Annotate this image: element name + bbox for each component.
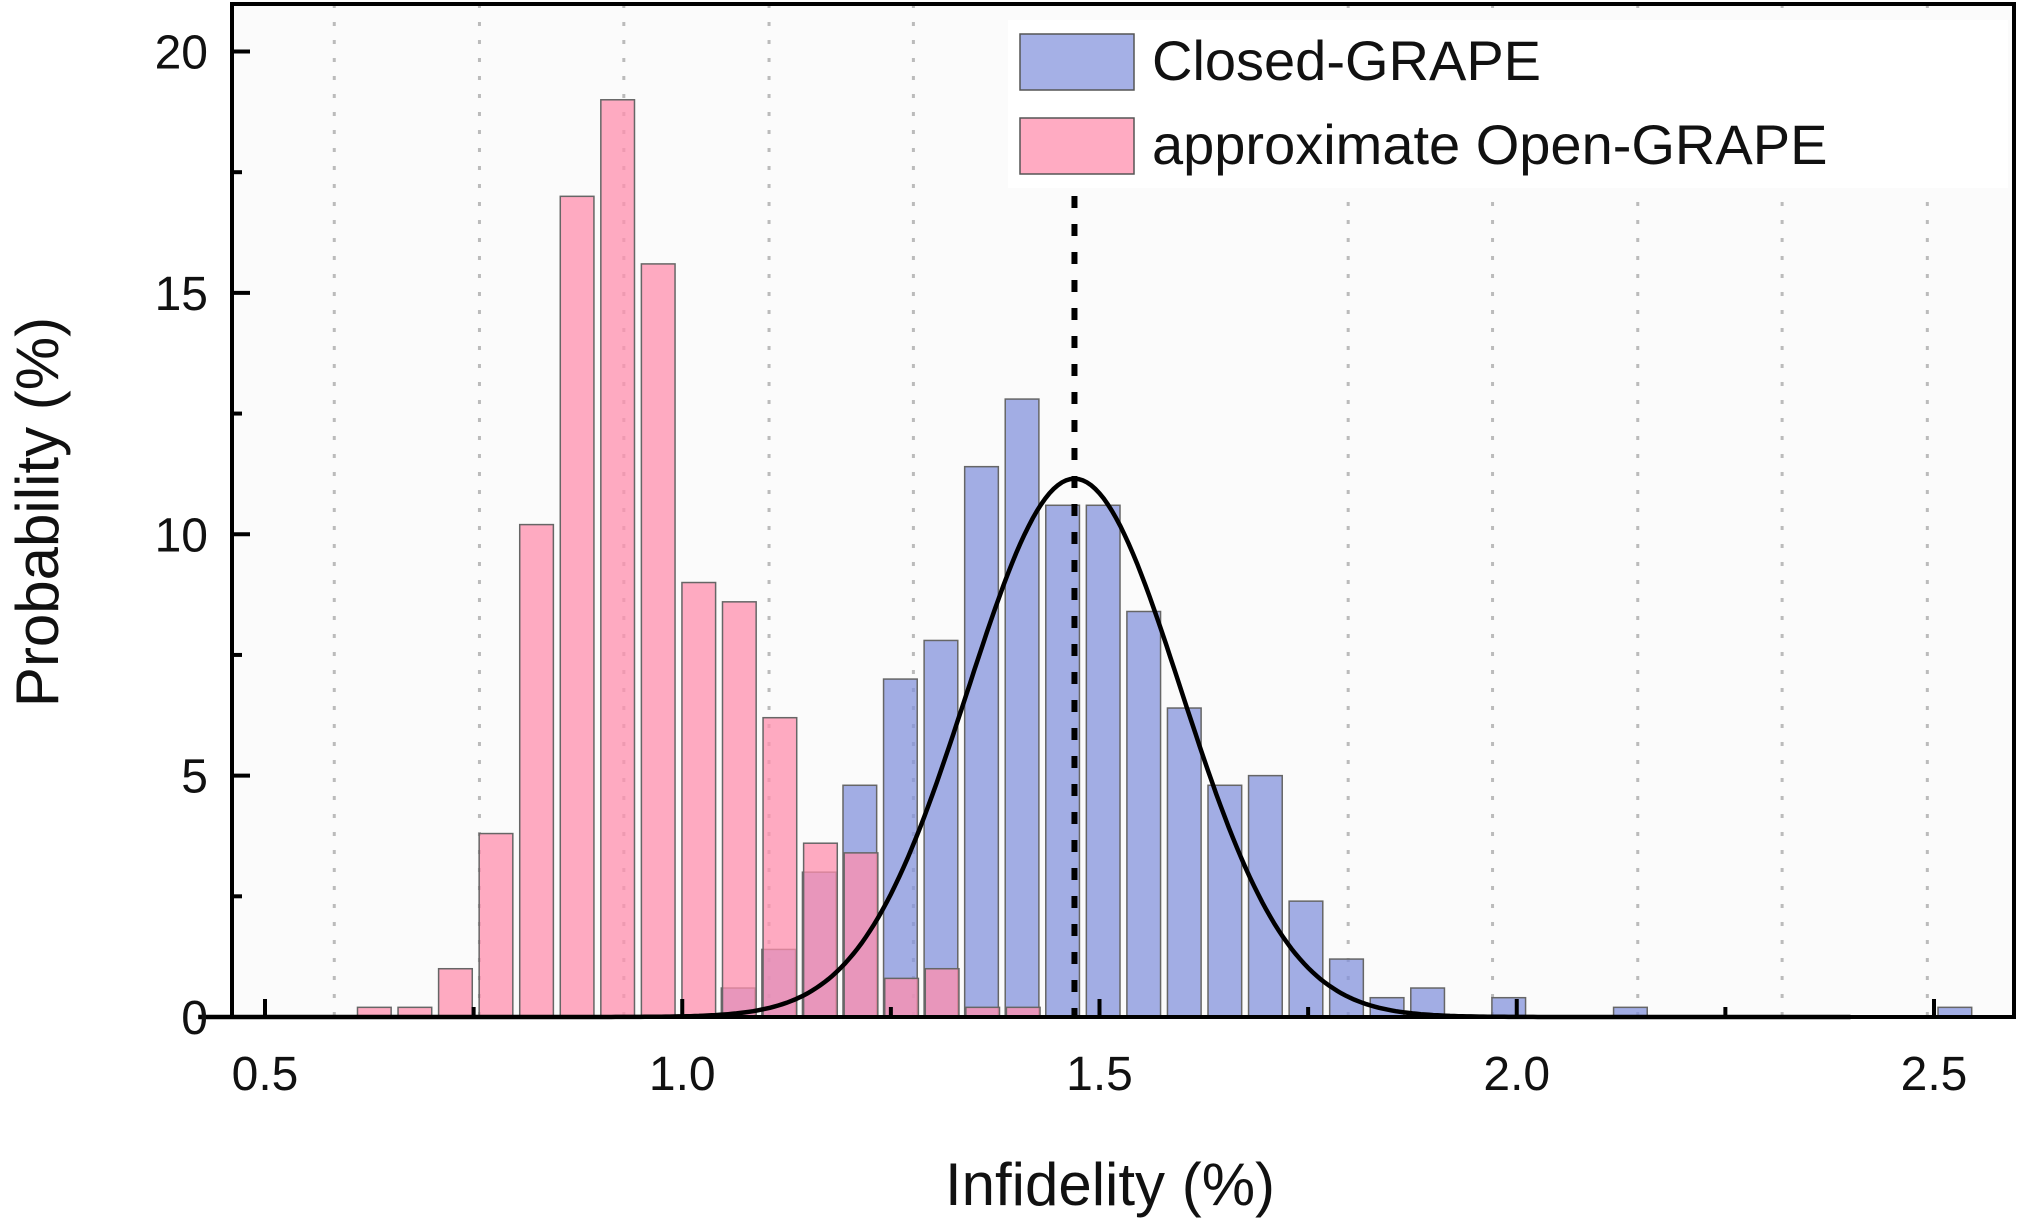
legend-swatch-closed-grape: [1019, 33, 1135, 91]
bar-closed-grape: [1288, 900, 1324, 1018]
y-tick-label: 0: [181, 992, 208, 1045]
axes: [230, 2, 2016, 1019]
x-tick-label: 0.5: [232, 1048, 299, 1101]
bar-open-grape: [518, 523, 555, 1018]
bar-closed-grape: [1004, 398, 1040, 1018]
ticks: 0.5 1.0 1.5 2.0 2.5 0 5 10 15 20: [155, 27, 1968, 1102]
x-tick-label: 1.0: [649, 1048, 716, 1101]
y-axis-title: Probability (%): [4, 317, 71, 707]
bar-open-grape: [721, 601, 757, 1018]
bar-closed-grape: [963, 465, 1000, 1018]
bar-open-grape: [802, 842, 839, 1018]
plot-frame: [230, 2, 2016, 1019]
bar-closed-grape: [1491, 996, 1527, 1018]
bar-closed-grape: [1166, 707, 1202, 1018]
legend-label-open-grape: approximate Open-GRAPE: [1152, 113, 1827, 176]
bar-open-grape: [600, 99, 636, 1018]
y-tick-label: 15: [155, 268, 208, 321]
x-tick-label: 2.0: [1483, 1048, 1550, 1101]
bar-closed-grape: [1126, 610, 1162, 1018]
bar-open-grape: [640, 263, 676, 1018]
bar-open-grape: [924, 967, 960, 1018]
y-tick-label: 5: [181, 751, 208, 804]
bar-closed-grape: [1207, 784, 1243, 1018]
bar-open-grape: [681, 581, 717, 1018]
x-axis-title: Infidelity (%): [945, 1151, 1275, 1218]
bars: [356, 99, 1973, 1018]
bar-closed-grape: [1085, 504, 1121, 1018]
bar-closed-grape: [1247, 774, 1283, 1018]
legend-swatch-open-grape: [1019, 117, 1135, 175]
bar-closed-grape: [923, 639, 959, 1018]
bar-open-grape: [437, 967, 474, 1018]
x-tick-label: 1.5: [1066, 1048, 1133, 1101]
x-tick-label: 2.5: [1901, 1048, 1968, 1101]
bar-open-grape: [559, 195, 595, 1018]
legend-background: [1008, 20, 2008, 188]
legend-label-closed-grape: Closed-GRAPE: [1152, 29, 1541, 92]
bar-open-grape: [762, 716, 798, 1018]
bar-open-grape: [478, 832, 514, 1018]
legend: Closed-GRAPE approximate Open-GRAPE: [1008, 20, 2008, 188]
y-tick-label: 20: [155, 27, 208, 80]
y-tick-label: 10: [155, 509, 208, 562]
bar-open-grape: [843, 852, 879, 1018]
